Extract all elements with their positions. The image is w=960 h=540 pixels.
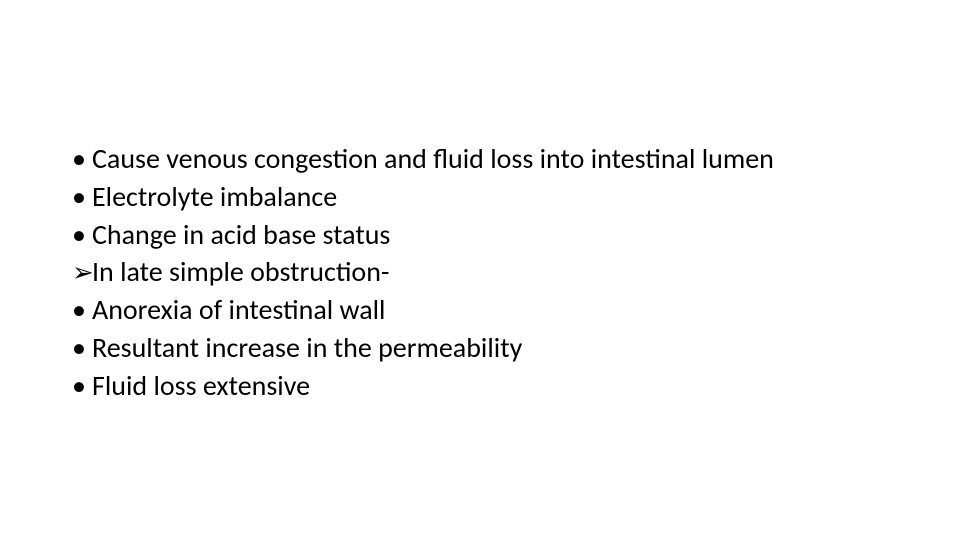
list-item-text: Anorexia of intestinal wall — [92, 291, 385, 329]
list-item-text: Cause venous congestion and fluid loss i… — [92, 140, 774, 178]
bullet-dot-icon — [72, 329, 92, 367]
slide: Cause venous congestion and fluid loss i… — [0, 0, 960, 540]
list-item: Electrolyte imbalance — [72, 178, 960, 216]
list-item: Fluid loss extensive — [72, 367, 960, 405]
list-item-text: Resultant increase in the permeability — [92, 329, 522, 367]
list-item: Cause venous congestion and fluid loss i… — [72, 140, 960, 178]
list-item: Anorexia of intestinal wall — [72, 291, 960, 329]
bullet-dot-icon — [72, 178, 92, 216]
list-item: In late simple obstruction- — [72, 253, 960, 291]
list-item: Resultant increase in the permeability — [72, 329, 960, 367]
list-item-text: Electrolyte imbalance — [92, 178, 337, 216]
bullet-arrow-icon — [72, 253, 92, 291]
list-item-text: In late simple obstruction- — [92, 253, 389, 291]
bullet-dot-icon — [72, 216, 92, 254]
list-item-text: Change in acid base status — [92, 216, 390, 254]
bullet-dot-icon — [72, 140, 92, 178]
bullet-dot-icon — [72, 367, 92, 405]
bullet-dot-icon — [72, 291, 92, 329]
list-item: Change in acid base status — [72, 216, 960, 254]
list-item-text: Fluid loss extensive — [92, 367, 310, 405]
